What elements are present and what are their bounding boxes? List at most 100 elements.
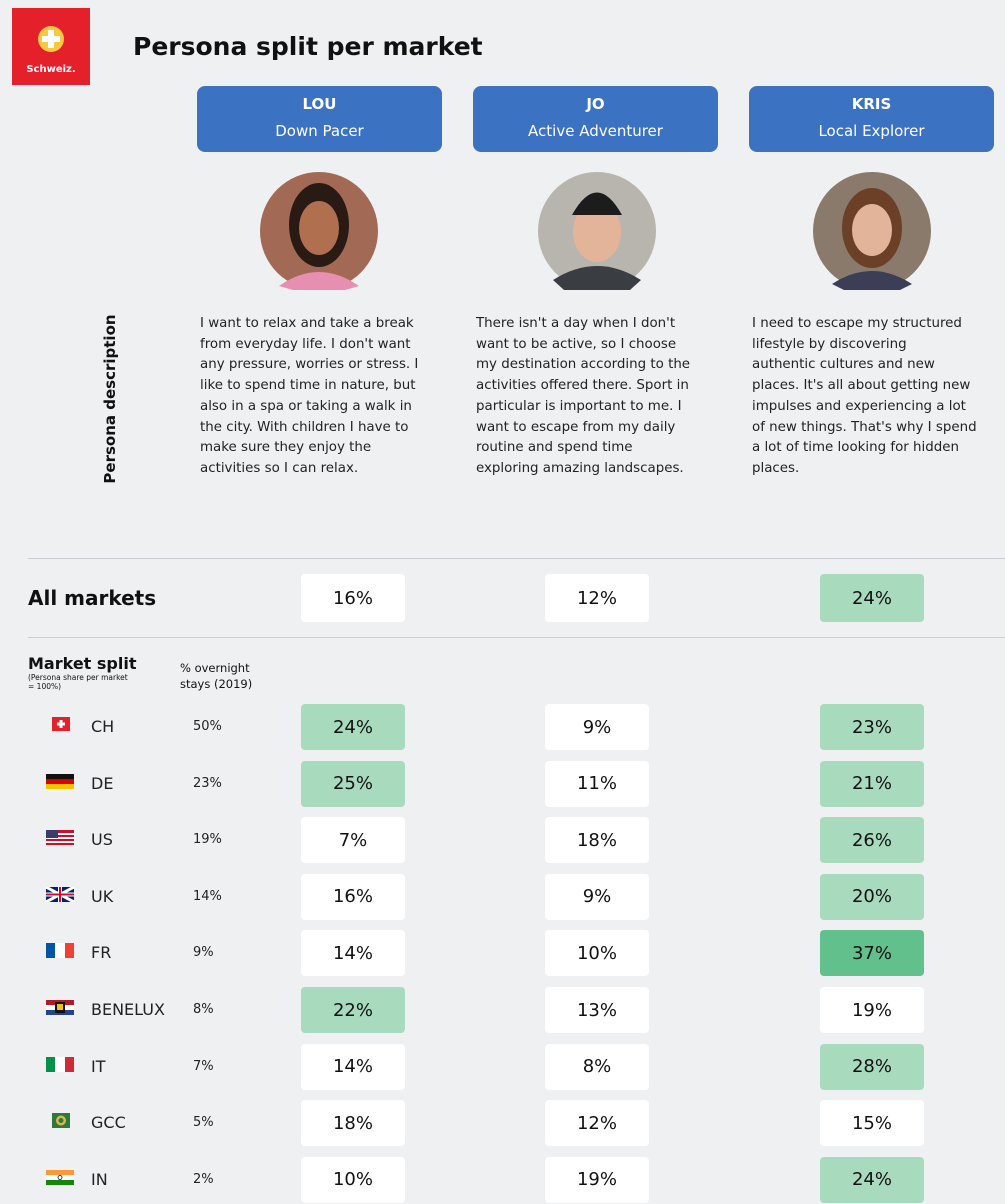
- value-cell: 24%: [820, 1156, 924, 1203]
- overnight-stays: 5%: [193, 1115, 214, 1131]
- persona-name: LOU: [302, 95, 337, 113]
- value-cell: 14%: [301, 930, 405, 977]
- description-line: There isn't a day when I don't: [476, 316, 676, 331]
- market-name: US: [91, 830, 113, 850]
- value-cell: 23%: [820, 704, 924, 750]
- persona-role: Down Pacer: [275, 122, 364, 140]
- logo-text: Schweiz.: [26, 64, 76, 75]
- description-line: I need to escape my structured: [752, 316, 962, 331]
- flag: [52, 1113, 70, 1129]
- flag: [46, 886, 74, 902]
- value-cell: 15%: [820, 1100, 924, 1147]
- value-cell: 24%: [820, 574, 924, 622]
- avatars: [260, 172, 931, 290]
- description-line: want to escape from my daily: [476, 419, 676, 435]
- description-line: places. It's all about getting new: [752, 378, 971, 394]
- description-line: I want to relax and take a break: [200, 316, 414, 331]
- value-cell: 9%: [545, 704, 649, 750]
- market-name: IT: [91, 1056, 106, 1076]
- description-line: the city. With children I have to: [200, 419, 409, 435]
- persona-name: JO: [586, 95, 605, 113]
- description-line: my destination according to the: [476, 357, 691, 373]
- title: Persona split per market: [133, 32, 483, 61]
- value-cell: 28%: [820, 1043, 924, 1090]
- value-cell: 9%: [545, 873, 649, 920]
- divider: [28, 637, 1005, 638]
- value-cell: 18%: [545, 817, 649, 864]
- logo: Schweiz.: [12, 8, 90, 85]
- description-line: of new things. That's why I spend: [752, 419, 977, 435]
- value-cell: 14%: [301, 1043, 405, 1090]
- value-cell: 19%: [820, 987, 924, 1033]
- side-label: Persona description: [101, 314, 119, 484]
- persona-header: KRIS Local Explorer: [749, 86, 994, 152]
- value-cell: 19%: [545, 1156, 649, 1203]
- market-split-label: Market split: [28, 654, 137, 673]
- overnight-stays: 23%: [193, 775, 222, 791]
- value-cell: 20%: [820, 873, 924, 920]
- value-cell: 22%: [301, 987, 405, 1033]
- market-name: CH: [91, 717, 115, 736]
- value-cell: 18%: [301, 1100, 405, 1147]
- overnight-stays: 8%: [193, 1002, 214, 1017]
- flag: [46, 943, 74, 959]
- description-line: activities offered there. Sport in: [476, 378, 689, 394]
- description-line: like to spend time in nature, but: [200, 378, 416, 394]
- avatar: [260, 172, 378, 290]
- value-cell: 16%: [301, 574, 405, 622]
- value-cell: 10%: [301, 1156, 405, 1203]
- market-name: IN: [91, 1169, 108, 1189]
- overnight-stays: 14%: [193, 888, 222, 904]
- overnight-stays: 50%: [193, 719, 222, 734]
- persona-name: KRIS: [851, 95, 892, 113]
- description-line: make sure they enjoy the: [200, 440, 372, 456]
- persona-role: Active Adventurer: [528, 122, 663, 140]
- persona-role: Local Explorer: [818, 122, 925, 140]
- value-cell: 12%: [545, 574, 649, 622]
- flag: [52, 717, 70, 731]
- description-line: authentic cultures and new: [752, 357, 935, 373]
- value-cell: 7%: [301, 817, 405, 864]
- stays-header-line: % overnight: [180, 661, 250, 675]
- flag: [46, 1169, 74, 1185]
- note-line: = 100%): [28, 682, 62, 691]
- market-split-note: (Persona share per market = 100%): [28, 673, 128, 691]
- description-line: also in a spa or taking a walk in: [200, 398, 412, 414]
- value-cell: 16%: [301, 873, 405, 920]
- description-line: exploring amazing landscapes.: [476, 460, 684, 476]
- stays-header-line: stays (2019): [180, 677, 253, 691]
- avatar: [538, 172, 656, 290]
- description-line: routine and spend time: [476, 440, 633, 456]
- description-line: places.: [752, 460, 800, 476]
- flag: [46, 1056, 74, 1072]
- flag: [46, 1000, 74, 1015]
- description-line: from everyday life. I don't want: [200, 336, 411, 352]
- overnight-stays: 9%: [193, 945, 214, 961]
- market-name: UK: [91, 886, 114, 906]
- flag: [46, 830, 74, 846]
- value-cell: 21%: [820, 760, 924, 807]
- value-cell: 24%: [301, 704, 405, 750]
- description-line: impulses and experiencing a lot: [752, 398, 966, 414]
- flag: [46, 773, 74, 789]
- value-cell: 10%: [545, 930, 649, 977]
- description-line: want to be active, so I choose: [476, 336, 677, 352]
- persona-header: JO Active Adventurer: [473, 86, 718, 152]
- description-line: particular is important to me. I: [476, 398, 682, 414]
- value-cell: 26%: [820, 817, 924, 864]
- value-cell: 11%: [545, 760, 649, 807]
- description-line: activities so I can relax.: [200, 460, 359, 476]
- description-line: any pressure, worries or stress. I: [200, 357, 419, 373]
- description-line: a lot of time looking for hidden: [752, 440, 959, 456]
- value-cell: 37%: [820, 930, 924, 977]
- market-name: GCC: [91, 1113, 126, 1133]
- market-name: DE: [91, 773, 114, 793]
- persona-header: LOU Down Pacer: [197, 86, 442, 152]
- value-cell: 12%: [545, 1100, 649, 1147]
- overnight-stays: 19%: [193, 832, 222, 848]
- description-line: lifestyle by discovering: [752, 336, 907, 352]
- overnight-stays: 7%: [193, 1058, 214, 1074]
- market-name: FR: [91, 943, 112, 963]
- value-cell: 13%: [545, 987, 649, 1033]
